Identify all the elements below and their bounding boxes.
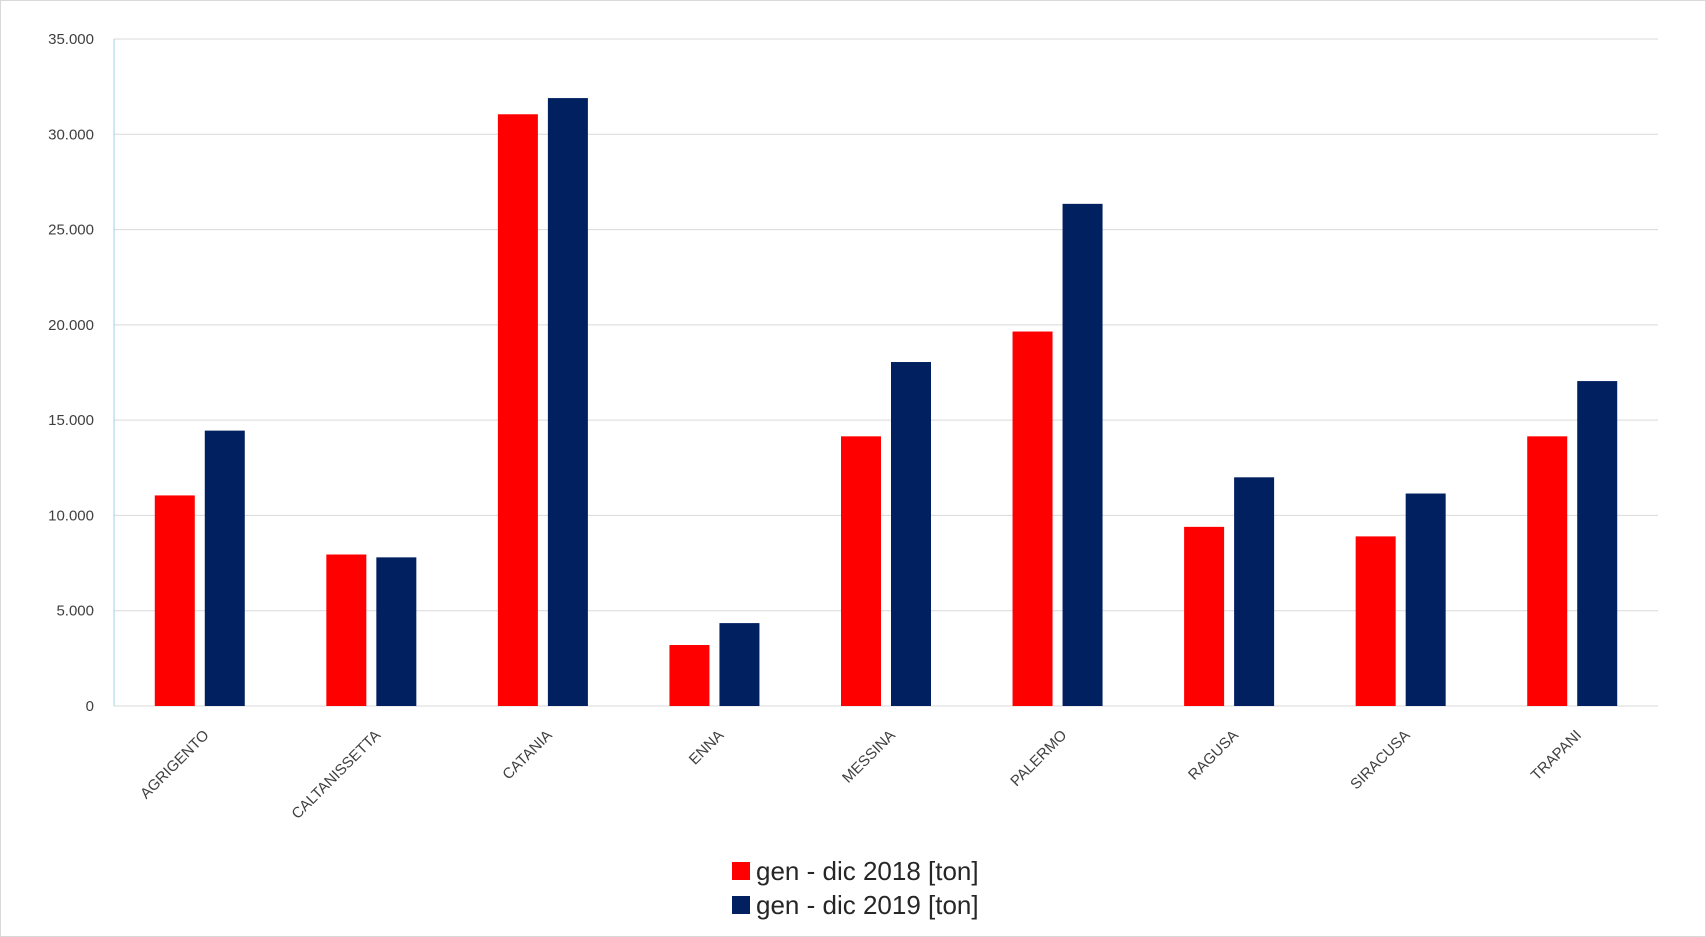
bar-2018-catania <box>497 114 538 707</box>
x-tick-label: CATANIA <box>499 727 555 783</box>
bar-2018-ragusa <box>1184 526 1225 706</box>
legend-label: gen - dic 2019 [ton] <box>756 890 979 920</box>
x-axis-tick-labels: AGRIGENTO CALTANISSETTA CATANIA ENNA MESSINA… <box>137 727 1585 823</box>
x-tick-label: MESSINA <box>839 727 899 787</box>
bar-2019-siracusa <box>1405 493 1446 706</box>
y-tick-label: 20.000 <box>48 317 94 334</box>
y-tick-label: 0 <box>86 698 94 715</box>
bar-2019-messina <box>891 362 931 706</box>
bar-2018-caltanissetta <box>326 554 367 706</box>
x-tick-label: TRAPANI <box>1528 727 1585 784</box>
bar-2019-palermo <box>1062 203 1103 706</box>
bars <box>154 98 1618 707</box>
bar-2018-palermo <box>1012 331 1053 706</box>
y-tick-label: 35.000 <box>48 31 94 48</box>
y-tick-label: 15.000 <box>48 412 94 429</box>
bar-2019-ragusa <box>1234 477 1275 706</box>
bar-2018-agrigento <box>154 495 195 706</box>
x-tick-label: AGRIGENTO <box>137 727 212 802</box>
x-tick-label: PALERMO <box>1007 727 1070 790</box>
x-tick-label: CALTANISSETTA <box>288 727 384 823</box>
bar-2019-catania <box>547 98 588 706</box>
legend: gen - dic 2018 [ton] gen - dic 2019 [ton] <box>732 856 979 920</box>
legend-label: gen - dic 2018 [ton] <box>756 856 979 886</box>
y-tick-label: 25.000 <box>48 222 94 239</box>
bar-2019-agrigento <box>204 430 245 706</box>
bar-2019-enna <box>719 623 760 706</box>
legend-swatch <box>732 896 750 914</box>
bar-2018-siracusa <box>1355 536 1396 706</box>
bar-2018-enna <box>669 645 710 706</box>
x-tick-label: ENNA <box>686 727 727 768</box>
gridlines <box>113 38 1658 707</box>
bar-2019-caltanissetta <box>376 557 417 706</box>
y-tick-label: 30.000 <box>48 126 94 143</box>
y-tick-label: 5.000 <box>56 603 94 620</box>
bar-2019-trapani <box>1577 381 1618 706</box>
y-tick-label: 10.000 <box>48 507 94 524</box>
x-tick-label: RAGUSA <box>1185 727 1242 784</box>
legend-swatch <box>732 862 750 880</box>
x-tick-label: SIRACUSA <box>1347 727 1413 793</box>
bar-2018-trapani <box>1527 436 1568 706</box>
bar-2018-messina <box>841 436 881 706</box>
y-axis-tick-labels: 0 5.000 10.000 15.000 20.000 25.000 30.000 35.0… <box>48 31 94 715</box>
